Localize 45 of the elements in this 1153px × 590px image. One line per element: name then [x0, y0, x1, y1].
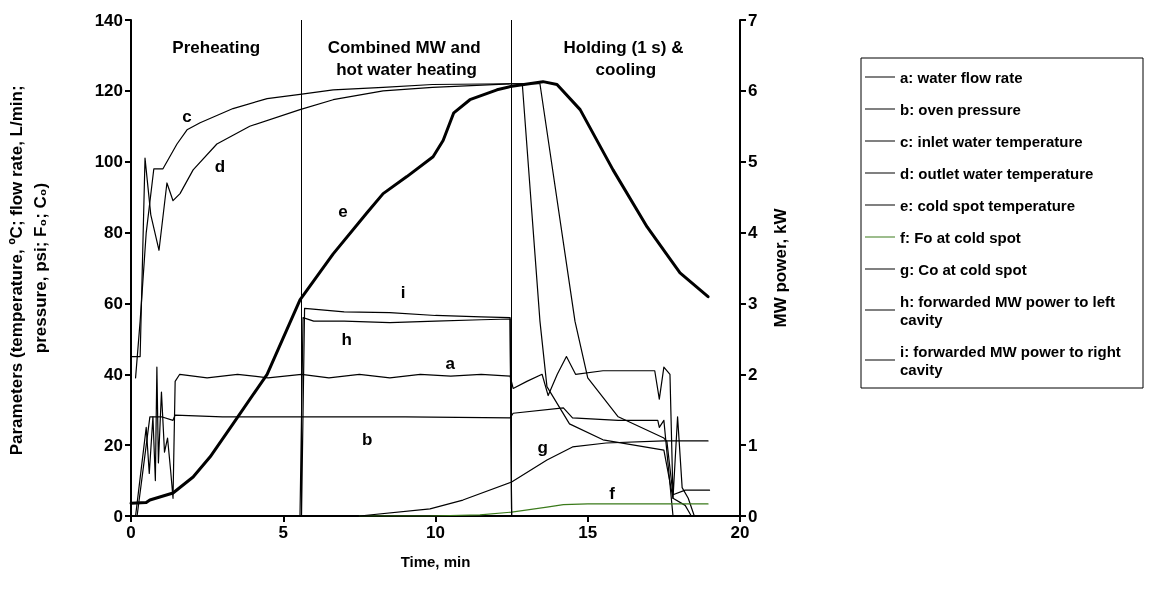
annotation: h	[341, 330, 352, 350]
y2-axis-title: MW power, kW	[771, 207, 790, 328]
y2-tick-label: 3	[748, 293, 758, 313]
x-tick-label: 5	[278, 523, 288, 542]
legend-label: c: inlet water temperature	[900, 132, 1083, 150]
y-tick-label: 100	[94, 152, 123, 172]
y-tick-label: 140	[94, 10, 123, 30]
y-axis-title: Parameters (temperature, ºC; flow rate, L/min; pressure, psi; F₀; C₀)	[6, 80, 50, 456]
legend-label: g: Co at cold spot	[900, 260, 1027, 278]
legend-label: a: water flow rate	[900, 68, 1023, 86]
annotation: e	[338, 201, 348, 221]
y2-tick-label: 2	[748, 364, 758, 384]
annotation: b	[362, 430, 373, 450]
annotation: Holding (1 s) & cooling	[563, 37, 689, 79]
y2-tick-label: 5	[748, 152, 758, 172]
legend-label: d: outlet water temperature	[900, 164, 1094, 182]
legend-label: f: Fo at cold spot	[900, 228, 1021, 246]
legend-label: e: cold spot temperature	[900, 196, 1076, 214]
y-tick-label: 40	[104, 364, 123, 384]
legend-label: i: forwarded MW power to right cavity	[900, 342, 1125, 378]
annotation: a	[445, 354, 456, 374]
y-tick-label: 20	[104, 435, 123, 455]
x-tick-label: 20	[730, 523, 750, 542]
annotation: g	[537, 437, 548, 457]
annotation: c	[182, 107, 192, 127]
y-tick-label: 80	[104, 223, 123, 243]
x-tick-label: 0	[126, 523, 136, 542]
legend-label: b: oven pressure	[900, 100, 1021, 118]
legend-label: h: forwarded MW power to left cavity	[900, 292, 1120, 328]
x-tick-label: 15	[578, 523, 598, 542]
y-tick-label: 60	[104, 293, 123, 313]
y-tick-label: 0	[113, 506, 123, 526]
annotation: Combined MW and hot water heating	[327, 37, 486, 79]
annotation: i	[400, 283, 406, 303]
annotation: Preheating	[172, 37, 261, 57]
y-tick-label: 120	[94, 81, 123, 101]
y2-tick-label: 6	[748, 81, 758, 101]
annotation: f	[609, 483, 616, 503]
y2-tick-label: 1	[748, 435, 758, 455]
y2-tick-label: 4	[748, 223, 758, 243]
x-tick-label: 10	[426, 523, 445, 542]
annotation: d	[214, 157, 226, 177]
x-axis-title: Time, min	[400, 553, 471, 570]
y2-tick-label: 0	[748, 506, 758, 526]
y2-tick-label: 7	[748, 10, 758, 30]
